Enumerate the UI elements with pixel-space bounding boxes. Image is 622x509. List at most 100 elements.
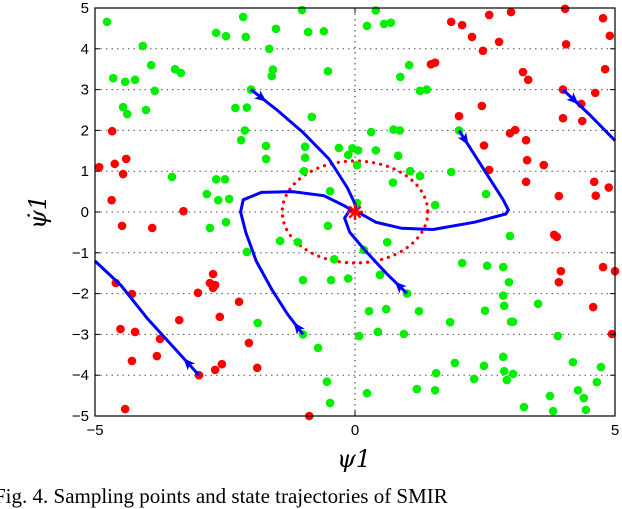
green-point	[498, 262, 508, 272]
red-point	[252, 363, 262, 373]
green-point	[323, 221, 333, 231]
y-tick-label: 1	[81, 163, 89, 180]
red-point	[217, 359, 227, 369]
y-tick-label: 0	[81, 204, 89, 221]
red-point	[174, 315, 184, 325]
y-tick-label: −4	[72, 367, 89, 384]
green-point	[579, 393, 589, 403]
green-point	[268, 65, 278, 74]
red-point	[193, 288, 203, 298]
red-point	[560, 4, 570, 14]
green-point	[202, 189, 212, 199]
green-point	[220, 175, 230, 184]
green-point	[592, 377, 602, 387]
y-tick-label: −1	[72, 245, 89, 262]
green-point	[469, 374, 479, 384]
green-point	[238, 12, 248, 22]
green-point	[176, 68, 186, 78]
green-point	[224, 194, 234, 204]
red-point	[234, 297, 244, 307]
y-axis-label: ψ̇1	[24, 195, 52, 229]
green-point	[499, 366, 509, 376]
red-point	[523, 75, 533, 85]
trajectories	[93, 88, 617, 377]
green-point	[253, 318, 263, 328]
red-point	[554, 277, 564, 287]
green-point	[481, 189, 491, 199]
green-point	[307, 112, 317, 122]
x-tick-label: −5	[86, 422, 103, 439]
green-point	[533, 299, 543, 309]
figure-caption: Fig. 4. Sampling points and state trajec…	[0, 484, 448, 508]
green-point	[480, 306, 490, 316]
green-point	[379, 19, 389, 29]
red-point	[521, 135, 531, 145]
green-point	[371, 146, 381, 155]
green-point	[422, 85, 432, 94]
red-point	[484, 10, 494, 20]
green-point	[343, 274, 353, 283]
y-tick-label: −2	[72, 286, 89, 303]
green-point	[504, 277, 514, 287]
red-point	[116, 324, 125, 334]
green-point	[568, 357, 578, 367]
green-point	[581, 405, 591, 415]
green-point	[300, 142, 310, 152]
red-point	[118, 169, 128, 179]
green-point	[211, 28, 221, 38]
red-point	[107, 126, 117, 136]
green-point	[313, 343, 323, 353]
green-point	[325, 398, 335, 408]
red-point	[590, 88, 600, 98]
green-point	[297, 5, 307, 15]
red-point	[467, 32, 477, 42]
green-point	[362, 388, 372, 398]
red-point	[215, 312, 225, 322]
green-point	[362, 21, 372, 31]
red-point	[556, 266, 566, 276]
green-point	[150, 86, 160, 96]
y-tick-label: 5	[81, 0, 89, 17]
stability-region	[280, 159, 430, 265]
green-point	[354, 331, 364, 341]
direction-arrow-icon	[394, 281, 407, 294]
green-point	[231, 103, 240, 113]
green-point	[373, 327, 383, 337]
red-point	[604, 183, 614, 192]
green-point	[221, 31, 231, 41]
red-point	[589, 177, 599, 187]
green-point	[430, 200, 440, 210]
red-point	[605, 31, 615, 41]
trajectory-line	[239, 190, 356, 336]
red-point	[552, 232, 562, 242]
y-tick-label: 2	[81, 122, 89, 139]
green-point	[364, 306, 374, 316]
red-point	[457, 20, 467, 30]
y-tick-label: 4	[81, 41, 89, 58]
green-point	[102, 17, 112, 27]
green-point	[395, 126, 405, 135]
green-point	[375, 270, 385, 280]
green-point	[457, 258, 467, 268]
green-point	[446, 167, 456, 177]
direction-arrow-icon	[457, 132, 469, 146]
green-point	[498, 352, 508, 362]
green-point	[146, 60, 156, 70]
green-point	[450, 358, 460, 368]
stability-region-ellipse	[280, 159, 430, 265]
trajectory-line	[93, 259, 201, 377]
direction-arrow-icon	[254, 90, 267, 102]
red-point	[210, 280, 220, 290]
green-point	[412, 384, 422, 394]
green-point	[508, 317, 518, 327]
red-point	[94, 162, 104, 172]
red-point	[117, 221, 127, 231]
green-point	[445, 317, 455, 327]
green-point	[275, 236, 285, 246]
ticks: −5 −4 −3 −2 −1 0 1 2 3 4 5 −5 0 5	[72, 0, 619, 439]
red-point	[539, 160, 549, 170]
red-point	[591, 191, 601, 200]
red-point	[121, 154, 131, 164]
star-stroke	[348, 205, 362, 219]
red-point	[179, 206, 188, 216]
